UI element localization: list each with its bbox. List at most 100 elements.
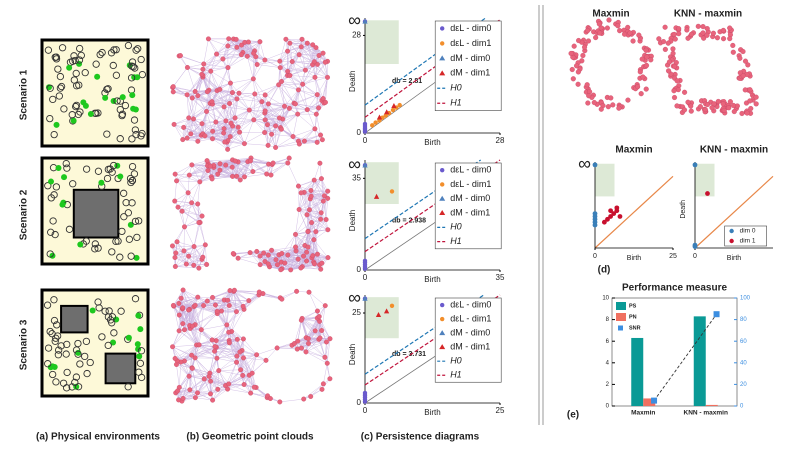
- edge: [257, 42, 260, 65]
- point: [240, 373, 245, 378]
- point: [251, 51, 256, 56]
- legend-label: H1: [450, 98, 462, 108]
- legend-marker: [729, 239, 733, 243]
- point: [221, 57, 226, 62]
- sensor: [136, 353, 142, 359]
- x-tick-label: 0: [693, 253, 697, 260]
- point: [204, 109, 209, 114]
- edge: [193, 104, 212, 119]
- edge: [296, 210, 300, 235]
- sensor: [102, 95, 108, 101]
- point: [225, 147, 230, 152]
- legend-marker: [440, 168, 444, 172]
- point: [319, 176, 324, 181]
- significance-region: [695, 164, 715, 197]
- edge: [179, 362, 181, 387]
- point: [740, 111, 745, 116]
- point: [251, 118, 256, 123]
- point: [206, 168, 211, 173]
- point: [171, 303, 176, 308]
- legend-label: dim 1: [740, 238, 756, 245]
- point: [200, 121, 205, 126]
- point: [721, 28, 726, 33]
- point: [241, 304, 246, 309]
- point: [299, 191, 304, 196]
- point: [282, 261, 287, 266]
- point: [195, 202, 200, 207]
- point: [618, 214, 623, 219]
- x-tick-label: 0: [363, 136, 368, 145]
- snr-line: [654, 314, 717, 400]
- point: [288, 268, 293, 273]
- point: [222, 126, 227, 131]
- point: [181, 321, 186, 326]
- bar: [694, 316, 706, 406]
- edge: [314, 163, 320, 180]
- sensor: [135, 341, 141, 347]
- point: [229, 121, 234, 126]
- point: [302, 139, 307, 144]
- point: [264, 358, 269, 363]
- edge: [307, 110, 315, 129]
- point: [672, 88, 677, 93]
- legend-label: H0: [450, 356, 462, 366]
- edge: [176, 364, 179, 387]
- point: [614, 205, 619, 210]
- point: [696, 24, 701, 29]
- point: [572, 44, 577, 49]
- legend: [435, 21, 501, 111]
- point: [226, 65, 231, 70]
- sensor: [120, 94, 126, 100]
- point: [581, 53, 586, 58]
- point: [186, 308, 191, 313]
- point: [226, 44, 231, 49]
- point: [225, 323, 230, 328]
- point: [277, 116, 282, 121]
- point: [252, 92, 257, 97]
- edge: [244, 295, 259, 309]
- point: [297, 207, 302, 212]
- point: [176, 398, 181, 403]
- y-tick-label: 0: [357, 398, 362, 407]
- point: [287, 106, 292, 111]
- point: [320, 261, 325, 266]
- edge: [303, 84, 308, 109]
- point: [672, 32, 677, 37]
- point: [582, 45, 587, 50]
- point: [319, 211, 324, 216]
- point: [285, 69, 290, 74]
- point: [234, 174, 239, 179]
- point: [638, 69, 643, 74]
- x-tick-label: 25: [496, 406, 505, 415]
- point: [224, 119, 229, 124]
- point: [656, 36, 661, 41]
- edge: [199, 223, 205, 245]
- point: [226, 382, 231, 387]
- point: [286, 253, 291, 258]
- x-axis-label: Birth: [424, 408, 440, 417]
- edge: [194, 223, 199, 247]
- point: [278, 59, 283, 64]
- point: [321, 199, 326, 204]
- edge: [276, 144, 300, 147]
- point: [201, 255, 206, 260]
- point: [228, 134, 233, 139]
- edge: [323, 77, 327, 98]
- legend-label: dεL - dim1: [450, 179, 491, 189]
- point: [268, 396, 273, 401]
- legend-label: H1: [450, 236, 462, 246]
- point: [305, 212, 310, 217]
- point: [201, 67, 206, 72]
- point: [307, 290, 312, 295]
- sensor: [98, 180, 104, 186]
- point: [636, 33, 641, 38]
- point: [254, 249, 259, 254]
- point: [236, 256, 241, 261]
- point: [251, 169, 256, 174]
- point: [363, 391, 367, 395]
- point: [312, 262, 317, 267]
- point: [252, 385, 257, 390]
- point: [312, 237, 317, 242]
- sensor: [88, 111, 94, 117]
- point: [210, 338, 215, 343]
